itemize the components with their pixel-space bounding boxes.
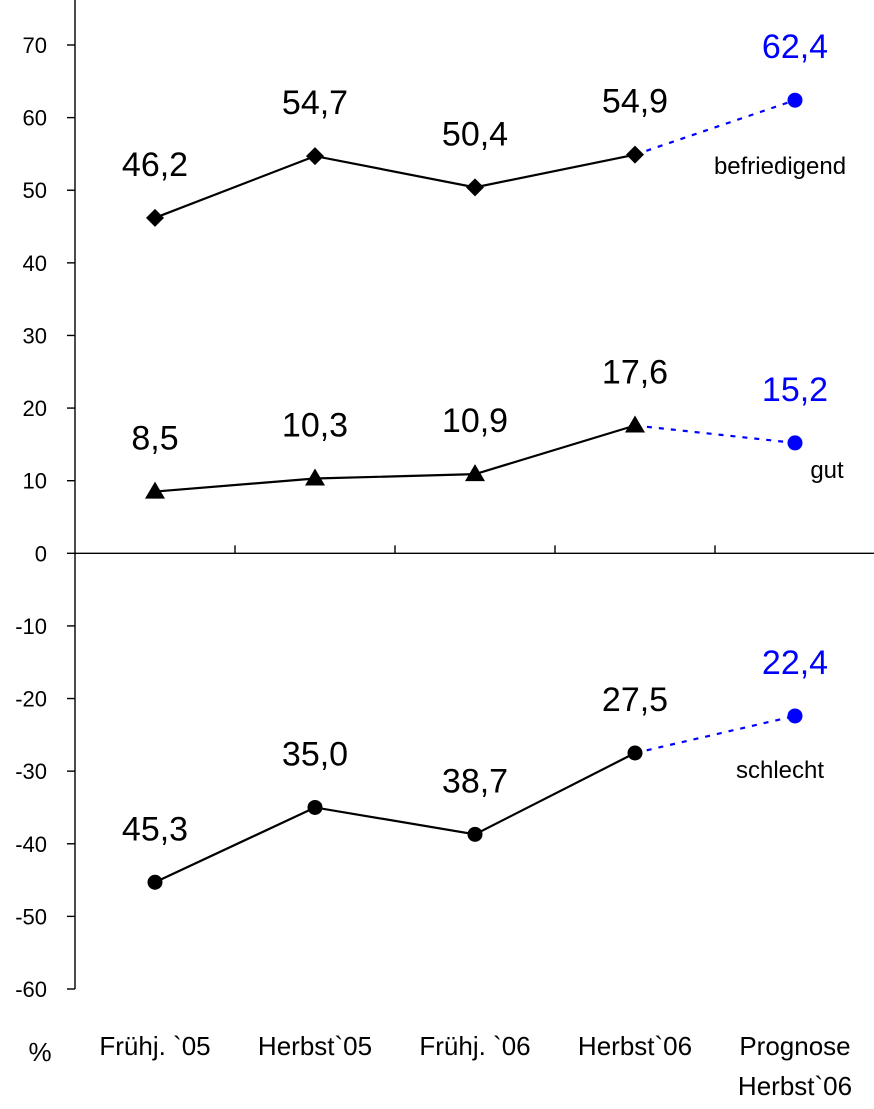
data-label: 54,9 bbox=[602, 83, 668, 121]
y-tick-label: 10 bbox=[23, 469, 47, 494]
data-label: 45,3 bbox=[122, 810, 188, 848]
data-label: 10,3 bbox=[282, 407, 348, 445]
x-tick-label: Frühj. `06 bbox=[419, 1031, 530, 1061]
data-label: 15,2 bbox=[762, 371, 828, 409]
forecast-marker-gut bbox=[787, 435, 803, 451]
y-tick-label: -20 bbox=[15, 687, 47, 712]
circle-marker bbox=[627, 745, 643, 761]
series-name-label: schlecht bbox=[736, 757, 824, 784]
forecast-line-befriedigend bbox=[634, 99, 796, 156]
data-label: 8,5 bbox=[131, 420, 178, 458]
data-labels: 46,2 54,7 50,4 54,9 62,4 befriedigend 8,5 10,3 1… bbox=[122, 28, 846, 848]
series-lines bbox=[154, 99, 796, 884]
unit-label: % bbox=[28, 1037, 51, 1067]
x-tick-label: Herbst`05 bbox=[258, 1031, 372, 1061]
forecast-marker-schlecht bbox=[787, 708, 803, 724]
x-tick-label: Herbst`06 bbox=[578, 1031, 692, 1061]
data-label: 54,7 bbox=[282, 84, 348, 122]
y-tick-label: 70 bbox=[23, 33, 47, 58]
data-label: 35,0 bbox=[282, 735, 348, 773]
data-label: 27,5 bbox=[602, 681, 668, 719]
triangle-marker bbox=[305, 468, 325, 486]
data-label: 10,9 bbox=[442, 402, 508, 440]
forecast-marker-befriedigend bbox=[787, 92, 803, 108]
triangle-marker bbox=[465, 464, 485, 482]
y-tick-label: -30 bbox=[15, 759, 47, 784]
diamond-marker bbox=[146, 208, 164, 227]
y-tick-label: -40 bbox=[15, 832, 47, 857]
y-tick-label: 40 bbox=[23, 251, 47, 276]
series-markers bbox=[145, 92, 803, 890]
forecast-line-gut bbox=[634, 424, 796, 445]
series-name-label: befriedigend bbox=[714, 153, 846, 180]
x-tick-label: Prognose bbox=[739, 1031, 850, 1061]
circle-marker bbox=[467, 826, 483, 842]
series-name-label: gut bbox=[810, 457, 844, 484]
series-line-schlecht bbox=[154, 752, 636, 884]
diamond-marker bbox=[626, 145, 644, 164]
data-label: 50,4 bbox=[442, 115, 508, 153]
triangle-marker bbox=[145, 481, 165, 499]
x-tick-label: Frühj. `05 bbox=[99, 1031, 210, 1061]
forecast-line-schlecht bbox=[634, 714, 796, 755]
data-label: 38,7 bbox=[442, 762, 508, 800]
data-label: 22,4 bbox=[762, 644, 828, 682]
axes: 70 60 50 40 30 20 10 0 -10 -20 -30 -40 -50 -60% Frühj.… bbox=[15, 0, 874, 1101]
data-label: 17,6 bbox=[602, 354, 668, 392]
y-tick-label: 30 bbox=[23, 323, 47, 348]
diamond-marker bbox=[466, 178, 484, 197]
x-tick-label: Herbst`06 bbox=[738, 1071, 852, 1101]
data-label: 46,2 bbox=[122, 146, 188, 184]
y-tick-label: 50 bbox=[23, 178, 47, 203]
series-line-befriedigend bbox=[154, 153, 636, 219]
y-tick-label: 0 bbox=[35, 541, 47, 566]
series-line-gut bbox=[154, 424, 636, 493]
triangle-marker bbox=[625, 415, 645, 433]
data-label: 62,4 bbox=[762, 28, 828, 66]
circle-marker bbox=[307, 799, 323, 815]
y-tick-label: -50 bbox=[15, 904, 47, 929]
diamond-marker bbox=[306, 147, 324, 166]
y-tick-label: 60 bbox=[23, 106, 47, 131]
y-tick-label: -60 bbox=[15, 977, 47, 1002]
circle-marker bbox=[147, 874, 163, 890]
y-tick-label: 20 bbox=[23, 396, 47, 421]
y-tick-label: -10 bbox=[15, 614, 47, 639]
